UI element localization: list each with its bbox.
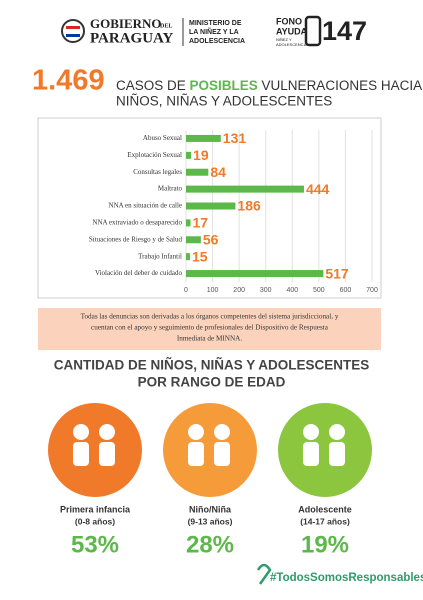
seal xyxy=(61,19,85,43)
age-percent: 19% xyxy=(301,531,349,558)
gov-text: DEL xyxy=(160,23,172,29)
age-percent: 53% xyxy=(71,531,119,558)
person-body xyxy=(303,442,319,466)
bar xyxy=(186,185,304,193)
y-tick-label: Trabajo Infantil xyxy=(138,252,182,260)
person-head xyxy=(214,424,230,440)
chart: 0 100 200 300 400 500 600 700 Abuso Sexual 131 Exp… xyxy=(89,130,378,294)
flag-blue xyxy=(66,34,80,37)
phone-icon xyxy=(304,15,322,47)
bar xyxy=(186,202,236,210)
age-circle xyxy=(48,403,142,497)
value-label: 56 xyxy=(203,231,219,247)
bar xyxy=(186,270,324,278)
value-label: 15 xyxy=(192,248,208,264)
person-head xyxy=(73,424,89,440)
y-tick-label: NNA extraviado o desaparecido xyxy=(92,218,182,226)
y-tick-label: Consultas legales xyxy=(133,168,182,176)
bar xyxy=(186,219,191,227)
fono-text: FONO xyxy=(276,16,302,26)
value-label: 186 xyxy=(237,198,261,214)
note: cuentan con el apoyo y seguimiento de pr… xyxy=(91,324,329,332)
value-label: 131 xyxy=(223,130,247,146)
x-tick-label: 300 xyxy=(260,287,272,294)
y-tick-label: NNA en situación de calle xyxy=(109,202,182,210)
headline: CASOS DE POSIBLES VULNERACIONES HACIA xyxy=(116,78,422,93)
bar xyxy=(186,253,190,261)
person-body xyxy=(188,442,204,466)
age-range: (0-8 años) xyxy=(75,516,115,526)
ministry-text: MINISTERIO DE xyxy=(189,20,242,27)
y-tick-label: Situaciones de Riesgo y de Salud xyxy=(89,235,183,243)
ministry-text: ADOLESCENCIA xyxy=(189,38,245,45)
age-title: CANTIDAD DE NIÑOS, NIÑAS Y ADOLESCENTES xyxy=(54,358,370,373)
x-tick-label: 0 xyxy=(184,287,188,294)
headline: NIÑOS, NIÑAS Y ADOLESCENTES xyxy=(116,94,332,109)
x-tick-label: 100 xyxy=(207,287,219,294)
value-label: 517 xyxy=(325,265,349,281)
total: 1.469 xyxy=(32,65,105,97)
age-circle xyxy=(163,403,257,497)
age-percent: 28% xyxy=(186,531,234,558)
note: Inmediata de MINNA. xyxy=(177,335,242,343)
person-head xyxy=(188,424,204,440)
value-label: 19 xyxy=(193,147,209,163)
age-circle xyxy=(278,403,372,497)
headline-part: VULNERACIONES HACIA xyxy=(258,78,422,93)
age-range: (9-13 años) xyxy=(188,516,233,526)
fono-number: 147 xyxy=(322,16,367,46)
x-tick-label: 200 xyxy=(233,287,245,294)
person-head xyxy=(99,424,115,440)
y-tick-label: Maltrato xyxy=(158,185,183,193)
value-label: 84 xyxy=(210,164,226,180)
hashtag: #TodosSomosResponsables xyxy=(270,572,423,584)
person-body xyxy=(99,442,115,466)
gov-text: GOBIERNO xyxy=(90,16,162,31)
age-name: Primera infancia xyxy=(60,504,131,514)
person-body xyxy=(329,442,345,466)
person-body xyxy=(214,442,230,466)
bar xyxy=(186,151,192,159)
age-range: (14-17 años) xyxy=(300,516,350,526)
bar xyxy=(186,236,201,244)
headline-part: CASOS DE xyxy=(116,78,190,93)
age-title: POR RANGO DE EDAD xyxy=(138,375,286,390)
x-tick-label: 600 xyxy=(340,287,352,294)
x-tick-label: 400 xyxy=(286,287,298,294)
x-tick-label: 700 xyxy=(366,287,378,294)
bar xyxy=(186,168,209,176)
flag-red xyxy=(66,26,80,29)
fono-text: NIÑEZ Y xyxy=(276,37,292,42)
y-tick-label: Explotación Sexual xyxy=(127,151,182,159)
fono-text: ADOLESCENCIA xyxy=(276,42,308,47)
value-label: 444 xyxy=(306,181,330,197)
note: Todas las denuncias son derivadas a los … xyxy=(81,313,339,321)
gov-text: PARAGUAY xyxy=(90,30,174,46)
person-head xyxy=(303,424,319,440)
person-head xyxy=(329,424,345,440)
note-box xyxy=(38,308,381,350)
fono-text: AYUDA xyxy=(276,26,308,36)
ministry-text: LA NIÑEZ Y LA xyxy=(189,27,239,36)
age-groups: Primera infancia (0-8 años) 53% Niño/Niña (9… xyxy=(48,403,372,558)
value-label: 17 xyxy=(193,215,209,231)
age-name: Adolescente xyxy=(298,504,352,514)
ribbon-icon xyxy=(256,563,272,585)
y-tick-label: Violación del deber de cuidado xyxy=(95,269,183,277)
headline-part: POSIBLES xyxy=(190,78,258,93)
x-tick-label: 500 xyxy=(313,287,325,294)
age-name: Niño/Niña xyxy=(189,504,232,514)
person-body xyxy=(73,442,89,466)
bar xyxy=(186,134,221,142)
y-tick-label: Abuso Sexual xyxy=(143,134,182,142)
